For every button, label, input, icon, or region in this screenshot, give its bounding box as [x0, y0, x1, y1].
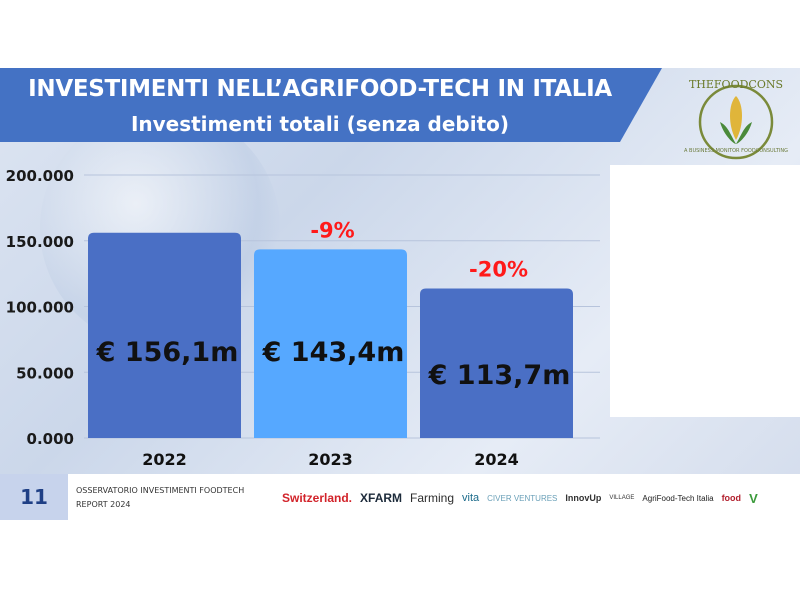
slide-subtitle: Investimenti totali (senza debito): [130, 112, 510, 136]
logo-tagline: A BUSINESS MONITOR FOODCONSULTING: [684, 148, 788, 154]
footer-report-title: OSSERVATORIO INVESTIMENTI FOODTECH REPOR…: [76, 484, 244, 512]
partner-vita-logo: vita: [462, 492, 480, 504]
partner-logos: Switzerland. XFARM Farming vita CIVER VE…: [282, 484, 758, 512]
bar-2024: [420, 288, 573, 438]
partner-food-logo: food: [721, 493, 742, 503]
partner-switzerland-logo: Switzerland.: [282, 491, 353, 505]
bar-value-label: € 156,1m: [96, 337, 239, 368]
bar-2023: [254, 249, 407, 438]
partner-civer-logo: CIVER VENTURES: [487, 493, 558, 503]
change-percent-label: -9%: [310, 218, 354, 242]
y-tick-label: 50.000: [16, 364, 74, 382]
y-tick-label: 200.000: [6, 167, 74, 185]
partner-xfarm-logo: XFARM: [360, 491, 403, 505]
page-number: 11: [0, 474, 68, 520]
slide-title: INVESTIMENTI NELL’AGRIFOOD-TECH IN ITALI…: [28, 76, 612, 102]
partner-agrifood-logo: AgriFood-Tech Italia: [642, 493, 714, 503]
y-tick-label: 0.000: [27, 430, 74, 448]
x-tick-label: 2024: [474, 450, 519, 469]
footer: [0, 474, 800, 520]
bar-value-label: € 113,7m: [428, 360, 571, 391]
thefoodcons-logo-icon: THEFOODCONS: [689, 78, 783, 160]
bar-2022: [88, 232, 241, 438]
bar-value-label: € 143,4m: [262, 337, 405, 368]
partner-village-logo: VILLAGE: [609, 495, 635, 501]
partner-v-logo: V: [749, 490, 758, 506]
header-band: [0, 68, 662, 142]
partner-innovup-logo: InnovUp: [565, 493, 602, 503]
footer-line-1: OSSERVATORIO INVESTIMENTI FOODTECH: [76, 486, 245, 495]
y-tick-label: 100.000: [6, 299, 74, 317]
logo-text: THEFOODCONS: [689, 78, 783, 91]
blank-panel: [610, 165, 800, 417]
x-tick-label: 2022: [142, 450, 187, 469]
y-tick-label: 150.000: [6, 233, 74, 251]
partner-farming-logo: Farming: [410, 491, 455, 505]
x-tick-label: 2023: [308, 450, 353, 469]
footer-line-2: REPORT 2024: [76, 500, 131, 509]
change-percent-label: -20%: [469, 257, 528, 281]
